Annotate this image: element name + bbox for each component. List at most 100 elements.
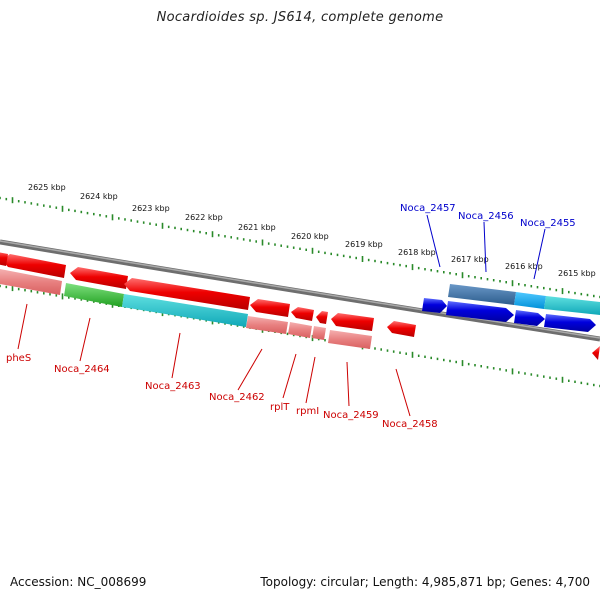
scale-label: 2618 kbp — [398, 248, 436, 257]
minor-tick — [549, 376, 551, 379]
minor-tick — [155, 223, 157, 226]
accession-text: Accession: NC_008699 — [10, 575, 147, 589]
minor-tick — [99, 214, 101, 217]
minor-tick — [480, 365, 482, 368]
topology-text: Topology: circular; Length: 4,985,871 bp… — [260, 575, 590, 589]
gene-arrow[interactable] — [387, 321, 416, 337]
major-tick — [11, 197, 14, 204]
gene-arrow[interactable] — [422, 298, 447, 313]
minor-tick — [17, 287, 20, 291]
feature-block[interactable] — [448, 284, 516, 305]
gene-label-noca-2464[interactable]: Noca_2464 — [54, 364, 110, 375]
minor-tick — [405, 352, 407, 355]
minor-tick — [324, 251, 326, 255]
feature-block[interactable] — [0, 269, 62, 295]
major-tick — [161, 222, 164, 229]
feature-block[interactable] — [246, 316, 288, 334]
minor-tick — [105, 215, 108, 218]
minor-tick — [0, 196, 1, 200]
major-tick — [561, 288, 564, 295]
gene-arrow[interactable] — [316, 311, 328, 324]
minor-tick — [317, 250, 320, 253]
minor-tick — [224, 235, 226, 238]
gene-label-rplt[interactable]: rplT — [270, 402, 290, 413]
minor-tick — [455, 360, 457, 364]
minor-tick — [436, 270, 439, 273]
minor-tick — [186, 228, 189, 232]
minor-tick — [399, 351, 401, 354]
scale-label: 2624 kbp — [80, 192, 118, 201]
gene-arrow[interactable] — [250, 299, 290, 317]
blue-gene-labels: Noca_2457 Noca_2456 Noca_2455 — [400, 203, 576, 229]
minor-tick — [430, 269, 432, 272]
minor-tick — [49, 205, 51, 208]
minor-tick — [236, 237, 239, 240]
major-tick — [411, 351, 414, 358]
minor-tick — [386, 349, 389, 352]
minor-tick — [524, 372, 526, 375]
gene-arrow[interactable] — [2, 254, 66, 278]
minor-tick — [217, 234, 220, 237]
feature-block[interactable] — [64, 283, 124, 307]
minor-tick — [486, 366, 489, 369]
minor-tick — [86, 211, 89, 215]
gene-arrow[interactable] — [544, 314, 596, 332]
gene-label-noca-2455[interactable]: Noca_2455 — [520, 218, 576, 229]
gene-label-noca-2459[interactable]: Noca_2459 — [323, 410, 379, 421]
minor-tick — [142, 221, 145, 224]
gene-label-noca-2462[interactable]: Noca_2462 — [209, 392, 265, 403]
minor-tick — [405, 264, 407, 268]
red-gene-labels: pheS Noca_2464 Noca_2463 Noca_2462 rplT … — [6, 353, 438, 430]
feature-block[interactable] — [122, 294, 248, 327]
minor-tick — [118, 217, 120, 220]
minor-tick — [449, 272, 451, 275]
minor-tick — [386, 261, 389, 265]
minor-tick — [286, 245, 289, 248]
feature-block[interactable] — [514, 292, 546, 309]
gene-arrow[interactable] — [514, 310, 545, 326]
feature-block[interactable] — [288, 322, 312, 338]
gene-label-noca-2458[interactable]: Noca_2458 — [382, 419, 438, 430]
gene-arrow[interactable] — [592, 346, 600, 360]
minor-tick — [568, 290, 570, 294]
gene-arrow[interactable] — [124, 278, 250, 310]
gene-label-phes[interactable]: pheS — [6, 353, 31, 364]
minor-tick — [399, 263, 401, 267]
gene-arrow[interactable] — [291, 307, 314, 321]
minor-tick — [524, 284, 526, 287]
minor-tick — [355, 256, 357, 260]
gene-label-noca-2457[interactable]: Noca_2457 — [400, 203, 456, 214]
minor-tick — [336, 253, 339, 257]
feature-block[interactable] — [544, 296, 600, 315]
minor-tick — [505, 281, 507, 284]
minor-tick — [80, 298, 83, 301]
minor-tick — [286, 332, 289, 336]
feature-block[interactable] — [312, 326, 326, 340]
minor-tick — [49, 293, 51, 296]
major-tick — [61, 293, 64, 300]
major-tick — [11, 285, 14, 292]
minor-tick — [530, 373, 533, 376]
scale-label: 2619 kbp — [345, 240, 383, 249]
minor-tick — [174, 226, 176, 230]
gene-arrow[interactable] — [331, 313, 374, 331]
minor-tick — [249, 239, 251, 242]
minor-tick — [505, 369, 507, 372]
scale-label: 2616 kbp — [505, 262, 543, 271]
minor-tick — [230, 236, 232, 239]
minor-tick — [192, 229, 195, 233]
gene-label-noca-2463[interactable]: Noca_2463 — [145, 381, 201, 392]
minor-tick — [536, 374, 539, 377]
scale-label: 2620 kbp — [291, 232, 329, 241]
minor-tick — [492, 367, 495, 370]
gene-arrow[interactable] — [70, 267, 128, 289]
minor-tick — [130, 219, 132, 222]
gene-label-rpmi[interactable]: rpmI — [296, 406, 319, 417]
scale-label: 2621 kbp — [238, 223, 276, 232]
gene-label-noca-2456[interactable]: Noca_2456 — [458, 211, 514, 222]
forward-strand-genes — [0, 251, 600, 360]
minor-tick — [167, 225, 170, 229]
gene-arrow[interactable] — [446, 301, 514, 322]
feature-block[interactable] — [328, 330, 372, 349]
gene-arrow[interactable] — [0, 251, 8, 266]
